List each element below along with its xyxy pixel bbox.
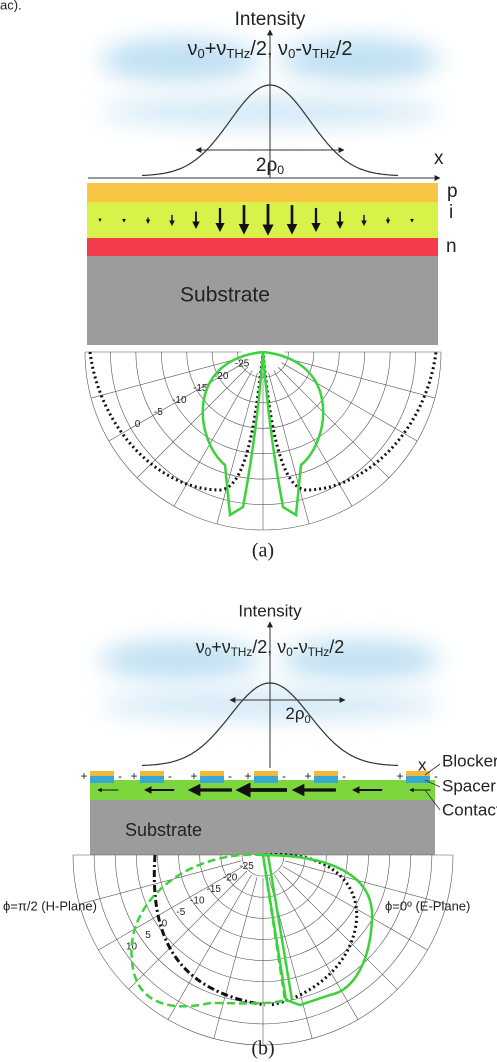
h-plane-reference	[154, 855, 265, 1005]
label-part: /2, ν	[252, 637, 286, 657]
grid-spoke	[279, 871, 397, 989]
h-plane-label: ϕ=π/2 (H-Plane)	[3, 898, 97, 913]
label-part: /2	[329, 637, 344, 657]
grid-spoke	[274, 875, 358, 1020]
blocker	[254, 771, 278, 776]
subscript: 0	[198, 46, 205, 61]
radial-tick-label: 5	[145, 930, 151, 941]
p-layer	[87, 183, 438, 202]
intensity-label: Intensity	[235, 9, 306, 30]
charge-sign: +	[80, 769, 87, 783]
spacer	[90, 776, 114, 783]
subscript: THz	[231, 646, 253, 659]
grid-spoke	[214, 877, 257, 1039]
radial-tick-label: -25	[235, 359, 250, 370]
radial-tick-label: -15	[206, 884, 221, 895]
charge-sign: +	[396, 769, 403, 783]
spacer	[200, 776, 224, 783]
charge-sign: -	[118, 769, 122, 783]
blocker	[314, 771, 338, 776]
grid-spoke	[278, 367, 389, 478]
charge-sign: +	[244, 769, 251, 783]
grid-spoke	[281, 363, 417, 441]
label-part: -ν	[293, 637, 308, 657]
radial-tick-label: -20	[223, 873, 238, 884]
label-part: 2ρ	[256, 155, 278, 176]
grid-spoke	[174, 370, 252, 506]
subscript: THz	[226, 46, 250, 61]
grid-spoke	[284, 358, 435, 399]
radial-tick-label: -25	[239, 861, 254, 872]
label-part: ν	[196, 637, 205, 657]
caption: (a)	[252, 540, 274, 562]
grid-spoke	[274, 370, 352, 506]
blocker	[140, 771, 164, 776]
label-part: ν	[188, 38, 198, 60]
x-axis-label: x	[434, 148, 444, 169]
blocker	[200, 771, 224, 776]
width-label: 2ρ0	[256, 155, 284, 177]
n-layer	[87, 238, 438, 256]
label-part: +ν	[211, 637, 231, 657]
grid-spoke	[217, 373, 258, 524]
spacer	[140, 776, 164, 783]
layer-label: n	[446, 236, 457, 257]
radial-tick-label: 0	[135, 419, 141, 430]
grid-spoke	[269, 373, 310, 524]
label-part: /2, ν	[250, 38, 288, 60]
top-fragment: ac).	[0, 0, 22, 12]
layer-label: p	[447, 181, 458, 202]
charge-sign: -	[342, 769, 346, 783]
polar-grid: -25-20-15-10-50	[85, 352, 441, 530]
label-part: 2ρ	[285, 704, 304, 723]
radial-tick-label: -5	[154, 407, 163, 418]
substrate-label: Substrate	[125, 820, 202, 840]
subscript: THz	[312, 46, 336, 61]
subscript: 0	[277, 163, 284, 177]
subscript: THz	[308, 646, 330, 659]
grid-spoke	[79, 861, 241, 904]
figure: ac). Intensity x ν0+νTHz/2, ν0-νTHz/2 2ρ…	[0, 0, 497, 1062]
blocker	[90, 771, 114, 776]
charge-sign: -	[228, 769, 232, 783]
frequency-label: ν0+νTHz/2, ν0-νTHz/2	[196, 637, 344, 659]
charge-sign: -	[168, 769, 172, 783]
radial-tick-label: -10	[190, 896, 205, 907]
charge-sign: -	[434, 769, 438, 783]
subscript: 0	[304, 714, 310, 726]
layer-label: Contact	[442, 800, 497, 819]
grid-spoke	[98, 866, 243, 950]
caption: (b)	[251, 1038, 274, 1060]
i-layer	[87, 202, 438, 238]
charge-sign: +	[130, 769, 137, 783]
spacer	[314, 776, 338, 783]
radial-tick-label: -5	[176, 907, 185, 918]
spacer	[406, 776, 430, 783]
panel-b: Intensity x ν0+νTHz/2, ν0-νTHz/2 2ρ0 +-+…	[3, 601, 497, 1059]
h-plane-pattern	[131, 855, 285, 1007]
panel-a: Intensity x ν0+νTHz/2, ν0-νTHz/2 2ρ0 p i…	[85, 9, 458, 562]
radial-tick-label: 0	[162, 919, 168, 930]
e-plane-reference	[265, 855, 357, 1005]
spacer	[254, 776, 278, 783]
radial-tick-label: -10	[172, 395, 187, 406]
label-part: /2	[336, 38, 353, 60]
e-plane-label: ϕ=0º (E-Plane)	[385, 898, 470, 913]
substrate-label: Substrate	[180, 284, 270, 307]
label-part: +ν	[205, 38, 227, 60]
label-part: -ν	[295, 38, 312, 60]
subscript: 0	[288, 46, 295, 61]
layer-label: Blocker	[442, 751, 497, 770]
charge-sign: -	[282, 769, 286, 783]
intensity-label: Intensity	[238, 601, 302, 620]
layer-label: i	[449, 202, 453, 223]
charge-sign: +	[190, 769, 197, 783]
layer-label: Spacer	[442, 776, 496, 795]
charge-sign: +	[304, 769, 311, 783]
